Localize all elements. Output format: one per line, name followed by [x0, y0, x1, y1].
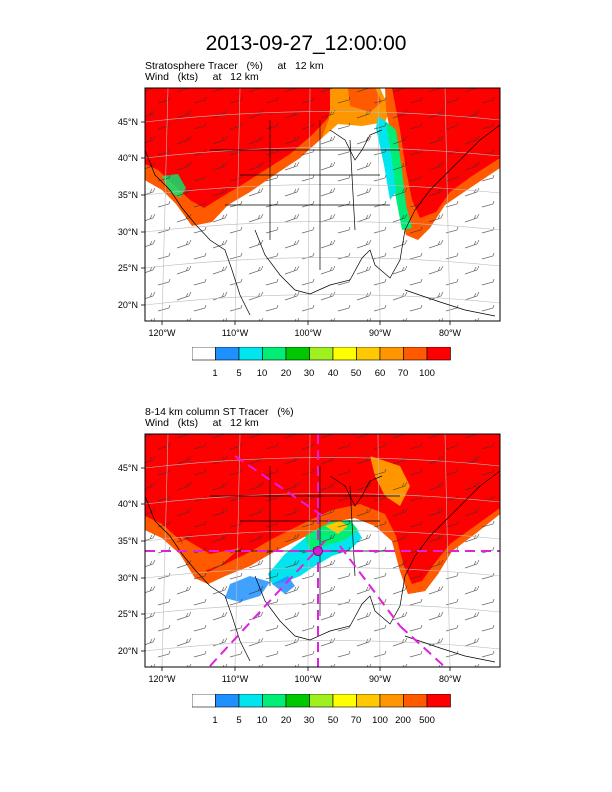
- panel1-map-frame: [144, 87, 501, 322]
- panel1-colorbar-label: 20: [280, 368, 292, 379]
- panel2-grid: [145, 434, 500, 667]
- figure-title: 2013-09-27_12:00:00: [205, 32, 407, 55]
- panel2-colorbar-label: 200: [395, 715, 411, 726]
- panel2-lon-label: 120°W: [148, 674, 176, 684]
- panel1-lon-label: 90°W: [369, 328, 392, 338]
- panel2-colorbar-label: 10: [256, 715, 268, 726]
- panel2-lat-label: 45°N: [118, 463, 138, 473]
- panel2-lat-label: 35°N: [118, 536, 138, 546]
- panel1-lat-label: 35°N: [118, 190, 138, 200]
- panel1-lat-label: 30°N: [118, 227, 138, 237]
- panel1-lon-label: 100°W: [294, 328, 322, 338]
- panel2-lat-label: 30°N: [118, 573, 138, 583]
- panel1-lat-label: 40°N: [118, 153, 138, 163]
- panel2-lat-label: 25°N: [118, 609, 138, 619]
- panel1-lat-label: 25°N: [118, 263, 138, 273]
- panel2-colorbar-label: 70: [350, 715, 362, 726]
- panel1-colorbar-label: 50: [350, 368, 362, 379]
- panel2-map: 45°N 40°N 35°N 30°N 25°N 20°N 120°W 110°…: [118, 433, 501, 684]
- panel2-colorbar-label: 30: [303, 715, 315, 726]
- panel1-colorbar: [192, 347, 451, 361]
- panel2-lon-label: 80°W: [439, 674, 462, 684]
- panel2-colorbar: [192, 694, 451, 708]
- panel1-colorbar-label: 60: [374, 368, 386, 379]
- panel2-colorbar-label: 100: [372, 715, 388, 726]
- panel2-map-frame: [144, 433, 501, 668]
- panel1-colorbar-label: 40: [327, 368, 339, 379]
- panel1-colorbar-label: 100: [419, 368, 435, 379]
- panel2-colorbar-label: 5: [236, 715, 242, 726]
- panel1-subtitle-wind: Wind (kts) at 12 km: [145, 71, 259, 83]
- panel1-lon-label: 80°W: [439, 328, 462, 338]
- panel2-lat-label: 20°N: [118, 646, 138, 656]
- panel2-lon-label: 90°W: [369, 674, 392, 684]
- panel2-colorbar-label: 1: [212, 715, 218, 726]
- panel1-colorbar-label: 10: [256, 368, 268, 379]
- panel1-coastlines: [145, 120, 500, 317]
- panel1-colorbar-label: 5: [236, 368, 242, 379]
- panel2-subtitle-wind: Wind (kts) at 12 km: [145, 417, 259, 429]
- panel1-subtitle-tracer: Stratosphere Tracer (%) at 12 km: [145, 60, 324, 72]
- panel1-colorbar-label: 30: [303, 368, 315, 379]
- panel2-location-marker: [313, 546, 323, 556]
- panel2-lon-label: 100°W: [294, 674, 322, 684]
- panel2-colorbar-label: 50: [327, 715, 339, 726]
- panel1-lon-label: 110°W: [222, 328, 249, 338]
- panel1-wind-barbs: [145, 88, 500, 321]
- panel1-lat-label: 20°N: [118, 300, 138, 310]
- panel2-colorbar-label: 20: [280, 715, 292, 726]
- panel2-lat-label: 40°N: [118, 499, 138, 509]
- panel2-lon-label: 110°W: [222, 674, 249, 684]
- panel1-colorbar-label: 1: [212, 368, 218, 379]
- panel1-lon-label: 120°W: [148, 328, 176, 338]
- panel2-subtitle-tracer: 8-14 km column ST Tracer (%): [145, 406, 294, 418]
- panel1-colorbar-label: 70: [397, 368, 409, 379]
- panel2-colorbar-label: 500: [419, 715, 435, 726]
- panel1-map: 45°N 40°N 35°N 30°N 25°N 20°N 120°W 110°…: [118, 87, 501, 338]
- panel1-lat-label: 45°N: [118, 117, 138, 127]
